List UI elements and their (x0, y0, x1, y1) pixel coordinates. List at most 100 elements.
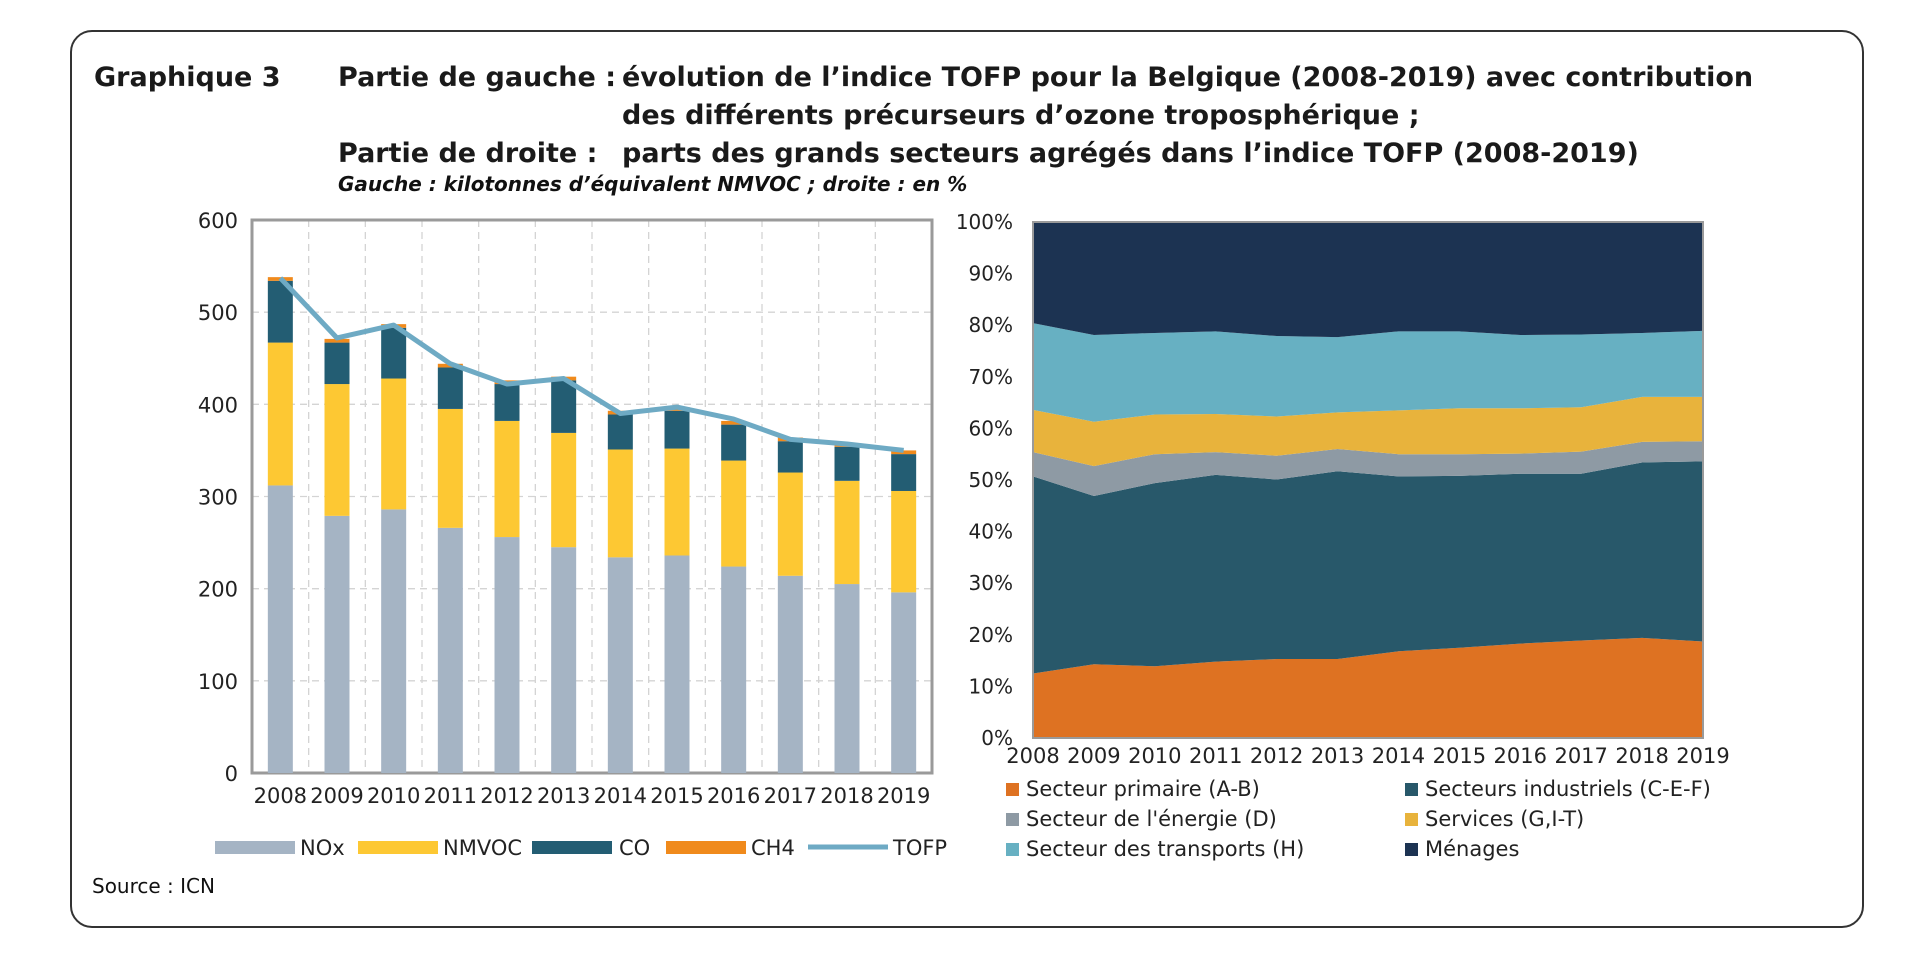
bar-segment-nmvoc-2008 (267, 342, 293, 486)
graph-label: Graphique 3 (94, 62, 281, 93)
source-note: Source : ICN (92, 874, 215, 898)
bar-segment-co-2015 (664, 410, 690, 449)
right-x-tick-label: 2019 (1676, 744, 1729, 768)
right-y-tick-label: 40% (969, 520, 1013, 544)
bar-segment-nox-2012 (494, 537, 520, 773)
bar-segment-nmvoc-2016 (721, 460, 747, 567)
bar-segment-nmvoc-2012 (494, 420, 520, 538)
bar-segment-co-2009 (324, 342, 350, 385)
legend-swatch-co (532, 841, 612, 854)
right-x-tick-label: 2017 (1554, 744, 1607, 768)
legend-label-sector-5: Ménages (1425, 837, 1519, 861)
right-x-tick-label: 2010 (1128, 744, 1181, 768)
right-part-text: parts des grands secteurs agrégés dans l… (622, 138, 1639, 169)
right-y-tick-label: 80% (969, 313, 1013, 337)
bar-segment-nmvoc-2013 (551, 432, 577, 548)
left-x-tick-label: 2018 (820, 784, 873, 808)
right-x-tick-label: 2016 (1494, 744, 1547, 768)
left-y-tick-label: 400 (198, 393, 238, 417)
legend-label-sector-3: Services (G,I-T) (1425, 807, 1584, 831)
right-y-tick-label: 100% (956, 210, 1013, 234)
bar-segment-nox-2017 (777, 575, 803, 773)
left-y-tick-label: 200 (198, 578, 238, 602)
right-part-label: Partie de droite : (338, 138, 598, 169)
right-x-tick-label: 2011 (1189, 744, 1242, 768)
bar-segment-nmvoc-2017 (777, 472, 803, 576)
bar-segment-co-2017 (777, 441, 803, 473)
left-part-label: Partie de gauche : (338, 62, 617, 93)
bar-segment-nox-2018 (834, 584, 860, 773)
legend-swatch-sector-1 (1405, 783, 1418, 796)
left-x-tick-label: 2019 (877, 784, 930, 808)
bar-segment-co-2008 (267, 280, 293, 343)
right-y-tick-label: 30% (969, 571, 1013, 595)
right-y-tick-label: 50% (969, 468, 1013, 492)
left-y-tick-label: 100 (198, 670, 238, 694)
bar-segment-nox-2009 (324, 515, 350, 773)
bar-segment-co-2018 (834, 446, 860, 481)
left-x-tick-label: 2009 (310, 784, 363, 808)
bar-segment-nmvoc-2009 (324, 384, 350, 516)
right-x-tick-label: 2015 (1433, 744, 1486, 768)
left-plot-border (250, 218, 934, 775)
left-y-tick-label: 0 (225, 762, 238, 786)
right-plot-border (1032, 221, 1704, 739)
bar-segment-nmvoc-2019 (891, 490, 917, 593)
area-series-2 (1033, 441, 1703, 496)
tofp-line (278, 276, 904, 453)
bar-segment-nmvoc-2010 (381, 378, 407, 510)
legend-label-co: CO (619, 836, 650, 860)
legend-swatch-sector-4 (1006, 843, 1019, 856)
units-note: Gauche : kilotonnes d’équivalent NMVOC ;… (338, 172, 968, 196)
legend-swatch-sector-5 (1405, 843, 1418, 856)
left-x-tick-label: 2015 (650, 784, 703, 808)
bar-segment-nox-2013 (551, 547, 577, 773)
legend-swatch-nmvoc (358, 841, 438, 854)
bar-segment-nox-2016 (721, 566, 747, 773)
legend-label-sector-1: Secteurs industriels (C-E-F) (1425, 777, 1711, 801)
bar-segment-co-2019 (891, 454, 917, 491)
bar-segment-co-2013 (551, 380, 577, 433)
right-y-tick-label: 0% (981, 726, 1013, 750)
right-y-tick-label: 70% (969, 365, 1013, 389)
left-x-tick-label: 2016 (707, 784, 760, 808)
right-x-tick-label: 2009 (1067, 744, 1120, 768)
area-series-4 (1033, 323, 1703, 422)
left-part-text-line2: des différents précurseurs d’ozone tropo… (622, 100, 1420, 131)
legend-swatch-sector-0 (1006, 783, 1019, 796)
bar-segment-nox-2008 (267, 485, 293, 773)
right-y-tick-label: 20% (969, 623, 1013, 647)
bar-segment-nox-2010 (381, 509, 407, 773)
bar-segment-nmvoc-2018 (834, 480, 860, 585)
bar-segment-co-2016 (721, 424, 747, 461)
area-series-5 (1033, 222, 1703, 338)
legend-label-nox: NOx (300, 836, 345, 860)
right-x-tick-label: 2012 (1250, 744, 1303, 768)
left-x-tick-label: 2011 (424, 784, 477, 808)
right-x-tick-label: 2014 (1372, 744, 1425, 768)
left-x-tick-label: 2014 (594, 784, 647, 808)
legend-label-tofp: TOFP (892, 836, 947, 860)
legend-swatch-sector-2 (1006, 813, 1019, 826)
bar-segment-nox-2011 (437, 527, 463, 773)
left-part-text-line1: évolution de l’indice TOFP pour la Belgi… (622, 62, 1754, 93)
legend-label-ch4: CH4 (751, 836, 795, 860)
right-y-tick-label: 60% (969, 416, 1013, 440)
legend-label-nmvoc: NMVOC (443, 836, 522, 860)
legend-label-sector-2: Secteur de l'énergie (D) (1026, 807, 1277, 831)
area-series-0 (1033, 637, 1703, 738)
area-series-3 (1033, 396, 1703, 467)
right-x-tick-label: 2008 (1006, 744, 1059, 768)
bar-segment-ch4-2009 (324, 338, 350, 343)
bar-segment-nmvoc-2014 (607, 449, 633, 558)
bar-segment-nox-2014 (607, 557, 633, 773)
left-x-tick-label: 2013 (537, 784, 590, 808)
bar-segment-nox-2019 (891, 592, 917, 773)
bar-segment-nmvoc-2011 (437, 408, 463, 528)
bar-segment-nmvoc-2015 (664, 448, 690, 556)
legend-swatch-ch4 (666, 841, 746, 854)
left-x-tick-label: 2012 (480, 784, 533, 808)
bar-segment-co-2011 (437, 367, 463, 409)
bar-segment-co-2010 (381, 327, 407, 379)
bar-segment-co-2012 (494, 384, 520, 421)
